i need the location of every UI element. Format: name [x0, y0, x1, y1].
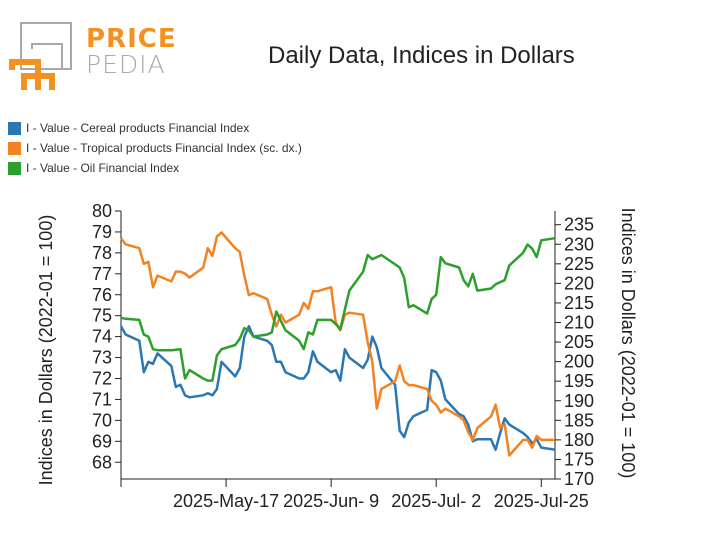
legend-swatch-tropical	[8, 141, 21, 155]
y-left-tick-label: 76	[92, 285, 112, 305]
y-right-tick-label: 200	[564, 352, 594, 372]
y-left-tick-label: 71	[92, 389, 112, 409]
legend-item-oil[interactable]: I - Value - Oil Financial Index	[8, 158, 302, 178]
y-left-tick-label: 79	[92, 222, 112, 242]
logo-mark-icon	[9, 22, 72, 90]
y-right-tick-label: 185	[564, 410, 594, 430]
pricepedia-logo: PRICE PEDIA	[8, 20, 176, 90]
series-group	[119, 231, 556, 457]
y-left-tick-label: 70	[92, 410, 112, 430]
logo-text-price: PRICE	[86, 24, 177, 54]
y-left-tick-label: 72	[92, 369, 112, 389]
y-right-tick-label: 220	[564, 273, 594, 293]
y-right-tick-label: 170	[564, 469, 594, 489]
y-right-tick-label: 210	[564, 313, 594, 333]
y-right-tick-label: 225	[564, 254, 594, 274]
y-axis-right-title: Indices in Dollars (2022-01 = 100)	[618, 208, 638, 479]
y-axis-left-title: Indices in Dollars (2022-01 = 100)	[36, 215, 56, 486]
series-line-0	[119, 324, 556, 451]
y-left-tick-label: 80	[92, 201, 112, 221]
series-line-1	[120, 231, 555, 457]
y-right-tick-label: 190	[564, 391, 594, 411]
axes-group: 6869707172737475767778798017017518018519…	[92, 201, 594, 511]
y-left-tick-label: 75	[92, 306, 112, 326]
x-tick-label: 2025-Jul- 2	[391, 491, 481, 511]
y-right-tick-label: 235	[564, 215, 594, 235]
logo-text-pedia: PEDIA	[86, 50, 166, 79]
series-line-2	[120, 236, 556, 382]
x-tick-label: 2025-Jun- 9	[283, 491, 379, 511]
y-left-tick-label: 77	[92, 264, 112, 284]
y-left-tick-label: 73	[92, 348, 112, 368]
legend-swatch-oil	[8, 161, 21, 175]
y-left-tick-label: 78	[92, 243, 112, 263]
y-right-tick-label: 215	[564, 293, 594, 313]
legend-item-cereal[interactable]: I - Value - Cereal products Financial In…	[8, 118, 302, 138]
legend-item-tropical[interactable]: I - Value - Tropical products Financial …	[8, 138, 302, 158]
legend-label-cereal: I - Value - Cereal products Financial In…	[26, 121, 250, 135]
legend-swatch-cereal	[8, 121, 21, 135]
y-right-tick-label: 205	[564, 332, 594, 352]
x-tick-label: 2025-May-17	[173, 491, 279, 511]
chart-legend: I - Value - Cereal products Financial In…	[8, 118, 302, 178]
y-left-tick-label: 69	[92, 431, 112, 451]
x-tick-label: 2025-Jul-25	[494, 491, 589, 511]
legend-label-oil: I - Value - Oil Financial Index	[26, 161, 180, 175]
legend-label-tropical: I - Value - Tropical products Financial …	[26, 141, 302, 155]
y-right-tick-label: 230	[564, 234, 594, 254]
chart-title: Daily Data, Indices in Dollars	[268, 42, 575, 69]
y-right-tick-label: 175	[564, 449, 594, 469]
y-left-tick-label: 68	[92, 452, 112, 472]
y-right-tick-label: 195	[564, 371, 594, 391]
y-left-tick-label: 74	[92, 327, 112, 347]
y-right-tick-label: 180	[564, 430, 594, 450]
